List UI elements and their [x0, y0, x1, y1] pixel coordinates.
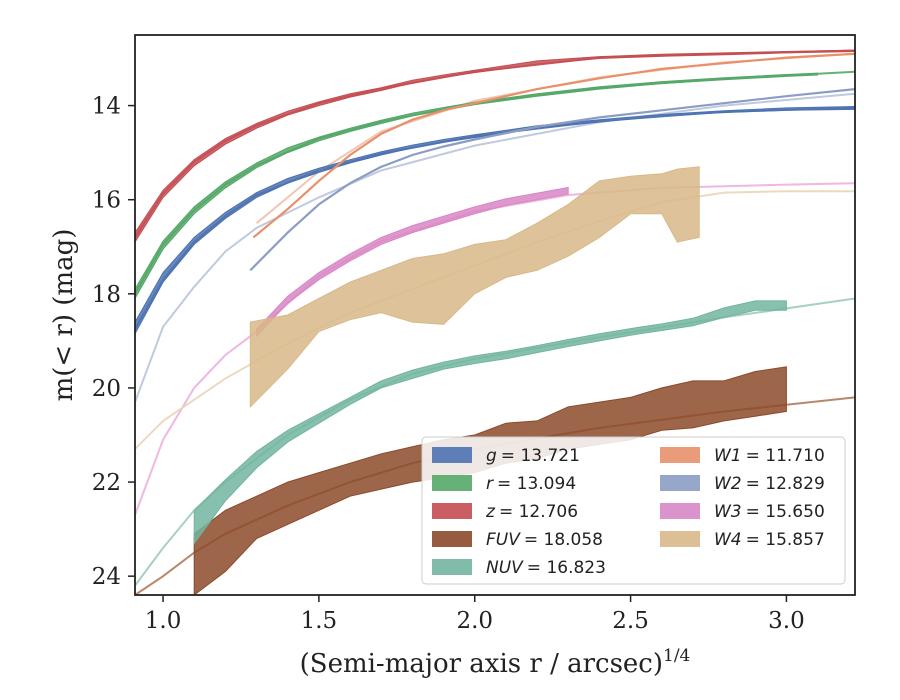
y-tick-label: 20 — [92, 376, 121, 402]
x-tick-label: 2.0 — [456, 608, 493, 634]
x-tick-label: 2.5 — [612, 608, 649, 634]
series-band-z — [135, 49, 855, 244]
legend-frame — [421, 436, 846, 585]
x-tick-label: 1.5 — [301, 608, 338, 634]
y-tick-label: 18 — [92, 282, 121, 308]
legend-band-value: = 15.857 — [746, 530, 825, 550]
legend-band-name: W1 — [714, 446, 742, 466]
legend-swatch-w1 — [660, 447, 700, 463]
legend-swatch-fuv — [432, 531, 472, 547]
legend-swatch-r — [432, 475, 472, 491]
y-tick-label: 16 — [92, 188, 121, 214]
legend-band-value: = 11.710 — [746, 446, 825, 466]
legend-swatch-w4 — [660, 531, 700, 547]
plot-series — [135, 49, 855, 595]
legend-label-w4: W4 = 15.857 — [714, 530, 825, 550]
series-band-fuv — [193, 366, 787, 595]
x-axis-label: (Semi-major axis r / arcsec)1/4 — [300, 646, 691, 679]
x-tick-label: 1.0 — [145, 608, 182, 634]
legend-label-w2: W2 = 12.829 — [714, 474, 825, 494]
legend-swatch-nuv — [432, 559, 472, 575]
series-band-g — [135, 105, 855, 335]
y-tick-label: 24 — [92, 564, 121, 590]
y-tick-label: 14 — [92, 94, 121, 120]
legend-band-name: W2 — [714, 474, 742, 494]
series-band-nuv — [193, 300, 787, 545]
legend-band-name: W4 — [714, 530, 742, 550]
y-tick-label: 22 — [92, 470, 121, 496]
legend-band-name: FUV — [486, 530, 521, 550]
legend-band-name: W3 — [714, 502, 742, 522]
series-line-w1 — [252, 52, 855, 239]
plot-frame — [134, 34, 856, 596]
legend-band-value: = 18.058 — [524, 530, 603, 550]
legend-band-value: = 15.650 — [746, 502, 825, 522]
legend-band-name: r — [486, 474, 494, 494]
legend-label-r: r = 13.094 — [486, 474, 576, 494]
legend-band-value: = 13.094 — [497, 474, 576, 494]
series-band-r — [135, 72, 819, 300]
legend-label-w1: W1 = 11.710 — [714, 446, 825, 466]
legend-label-nuv: NUV = 16.823 — [486, 558, 606, 578]
series-line-w2 — [249, 88, 855, 272]
legend-band-name: NUV — [486, 558, 524, 578]
x-tick-label: 3.0 — [768, 608, 805, 634]
y-axis-ticks: 14 16 18 20 22 24 — [92, 94, 135, 590]
series-band-w3 — [256, 186, 569, 338]
legend-band-value: = 12.706 — [499, 502, 578, 522]
legend-band-value: = 13.721 — [501, 446, 580, 466]
legend-label-z: z = 12.706 — [485, 502, 578, 522]
legend-label-w3: W3 = 15.650 — [714, 502, 825, 522]
y-axis-label: m(< r) (mag) — [49, 229, 79, 402]
legend-band-value: = 12.829 — [746, 474, 825, 494]
x-axis-ticks: 1.0 1.5 2.0 2.5 3.0 — [145, 595, 805, 634]
legend-swatch-w2 — [660, 475, 700, 491]
legend-swatch-w3 — [660, 503, 700, 519]
legend-band-name: g — [486, 446, 497, 466]
legend-label-fuv: FUV = 18.058 — [486, 530, 603, 550]
legend-swatch-g — [432, 447, 472, 463]
legend-label-g: g = 13.721 — [486, 446, 580, 466]
legend-swatch-z — [432, 503, 472, 519]
legend-band-value: = 16.823 — [527, 558, 606, 578]
legend-band-name: z — [485, 502, 496, 522]
series-band-w4 — [249, 166, 700, 409]
x-axis-label-superscript: 1/4 — [663, 646, 690, 666]
